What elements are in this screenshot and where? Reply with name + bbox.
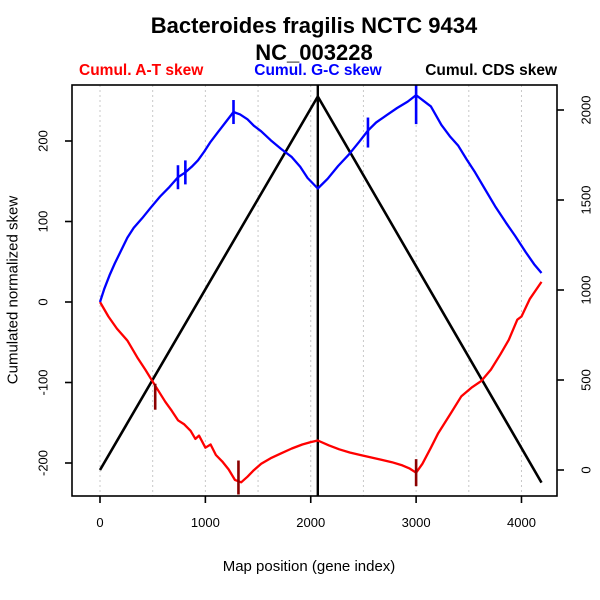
x-tick-label: 2000: [296, 515, 325, 530]
right-axis-ticks: 0 500 1000 1500 2000: [557, 96, 594, 474]
x-tick-label: 1000: [191, 515, 220, 530]
series-line-cumul-a-t-skew: [99, 281, 543, 484]
legend-gc-skew: Cumul. G-C skew: [254, 62, 382, 79]
right-tick-label: 2000: [579, 96, 594, 125]
series-line-cumul-cds-skew: [98, 95, 543, 484]
left-tick-label: 0: [36, 298, 51, 305]
legend-cds-skew: Cumul. CDS skew: [425, 62, 557, 79]
chart-title-line2: NC_003228: [255, 40, 373, 65]
series-line-cumul-g-c-skew: [98, 93, 543, 303]
legend-at-skew: Cumul. A-T skew: [79, 62, 204, 79]
left-tick-label: 200: [36, 130, 51, 152]
right-tick-label: 1500: [579, 186, 594, 215]
right-tick-label: 500: [579, 369, 594, 391]
right-tick-label: 1000: [579, 276, 594, 305]
x-tick-label: 0: [96, 515, 103, 530]
chart-title-line1: Bacteroides fragilis NCTC 9434: [150, 13, 478, 38]
x-tick-label: 4000: [507, 515, 536, 530]
curve-markers: [153, 85, 418, 495]
left-tick-label: -100: [36, 369, 51, 395]
x-axis-label: Map position (gene index): [222, 558, 396, 575]
left-tick-label: -200: [36, 450, 51, 476]
plot-box: [71, 84, 558, 497]
left-axis-ticks: -200 -100 0 100 200: [36, 130, 72, 476]
x-tick-label: 3000: [402, 515, 431, 530]
x-axis-ticks: 0 1000 2000 3000 4000: [96, 496, 536, 530]
left-tick-label: 100: [36, 211, 51, 233]
right-tick-label: 0: [579, 466, 594, 473]
